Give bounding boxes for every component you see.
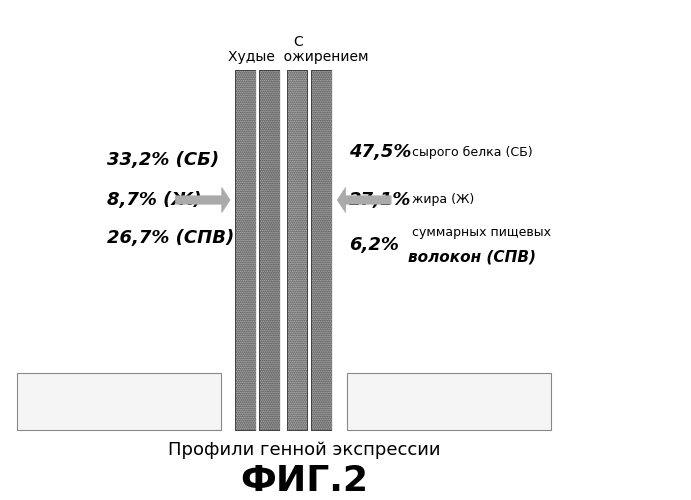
- Text: жира (Ж): жира (Ж): [408, 194, 474, 206]
- Text: 6,2%: 6,2%: [349, 236, 399, 254]
- Text: С: С: [294, 36, 303, 50]
- Text: ФИГ.2: ФИГ.2: [240, 464, 368, 498]
- Text: 8,7% (Ж): 8,7% (Ж): [107, 191, 202, 209]
- Bar: [311, 70, 332, 430]
- Text: Худые  ожирением: Худые ожирением: [228, 50, 369, 64]
- Bar: [287, 70, 307, 430]
- Text: Профили генной экспрессии: Профили генной экспрессии: [168, 441, 440, 459]
- Text: сырого белка (СБ): сырого белка (СБ): [408, 146, 532, 159]
- Text: 26,7% (СПВ): 26,7% (СПВ): [107, 228, 234, 246]
- Text: волокон (СПВ): волокон (СПВ): [408, 250, 536, 265]
- Bar: [347, 372, 551, 430]
- Text: 33,2% (СБ): 33,2% (СБ): [107, 151, 219, 169]
- Text: 27,1%: 27,1%: [349, 191, 411, 209]
- Bar: [259, 70, 280, 430]
- Bar: [311, 70, 332, 430]
- Bar: [259, 70, 280, 430]
- Bar: [17, 372, 221, 430]
- Text: Собаки потеряли 3,0+/-0,4 кг
жировой массы за 4 недели: Собаки потеряли 3,0+/-0,4 кг жировой мас…: [354, 390, 524, 412]
- Bar: [287, 70, 307, 430]
- Text: Собаки потеряли 2,8+/-0,3 кг
жировой массы за 4 недели: Собаки потеряли 2,8+/-0,3 кг жировой мас…: [24, 390, 194, 412]
- Text: 47,5%: 47,5%: [349, 144, 411, 162]
- Bar: [235, 70, 256, 430]
- Text: суммарных пищевых: суммарных пищевых: [408, 226, 551, 239]
- Bar: [235, 70, 256, 430]
